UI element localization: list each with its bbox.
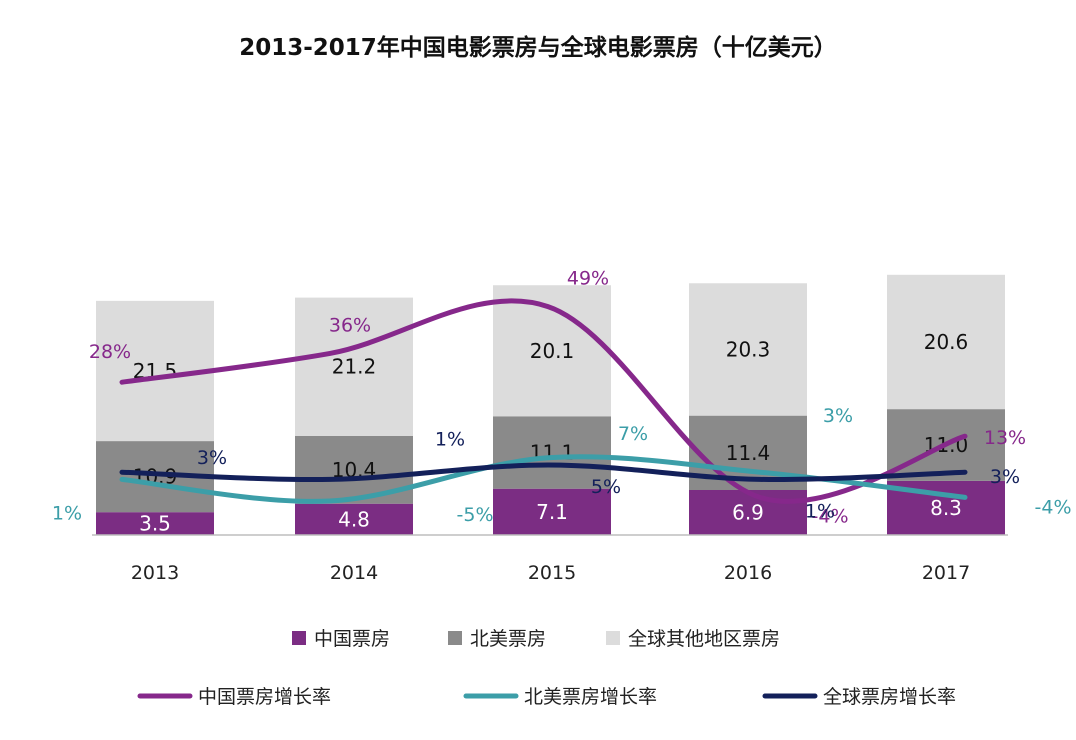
bar-china-2013	[96, 512, 214, 535]
x-tick-labels: 2013 2014 2015 2016 2017	[131, 562, 970, 584]
bar-china-2014	[295, 503, 413, 535]
bar-value-label: 20.3	[726, 337, 771, 361]
rate-label: 7%	[618, 423, 648, 445]
rate-label: 1%	[805, 500, 835, 522]
bar-value-label: 7.1	[536, 500, 568, 524]
rate-label: 3%	[823, 405, 853, 427]
rate-label: 28%	[89, 341, 131, 363]
rate-label: 3%	[990, 466, 1020, 488]
bar-value-label: 3.5	[139, 512, 171, 536]
legend-swatch	[292, 631, 306, 645]
rate-label: -5%	[457, 504, 494, 526]
legend-label: 北美票房	[470, 628, 546, 650]
chart-title: 2013-2017年中国电影票房与全球电影票房（十亿美元）	[239, 34, 837, 61]
rate-label: 3%	[197, 447, 227, 469]
legend-label: 中国票房增长率	[198, 686, 331, 708]
bar-china-2015	[493, 488, 611, 535]
legend-swatch	[606, 631, 620, 645]
rate-label: 5%	[591, 476, 621, 498]
legend-label: 北美票房增长率	[524, 686, 657, 708]
rate-label: -4%	[1035, 496, 1072, 518]
bars-layer: 3.510.921.54.810.421.27.111.120.16.911.4…	[96, 274, 1005, 536]
legend-label: 全球其他地区票房	[628, 628, 780, 650]
bar-north-america-2015	[493, 416, 611, 489]
bar-value-label: 20.1	[530, 339, 575, 363]
rate-label: 13%	[984, 427, 1026, 449]
china-growth-line	[119, 298, 968, 504]
legend-label: 中国票房	[314, 628, 390, 650]
x-tick-label: 2014	[330, 562, 378, 584]
rate-label: 1%	[52, 502, 82, 524]
bar-value-label: 6.9	[732, 501, 764, 525]
rate-label: 49%	[567, 268, 609, 290]
bar-value-label: 4.8	[338, 507, 370, 531]
x-tick-label: 2013	[131, 562, 179, 584]
bar-value-label: 20.6	[924, 330, 969, 354]
rate-lines-layer: 28% 36% 49% -4% 13% 1% -5% 7% 3% -4% 3% 1% 5% 1% 3%	[52, 268, 1072, 528]
rate-label: 1%	[435, 428, 465, 450]
rate-label: 36%	[329, 314, 371, 336]
bar-rest-of-world-2016	[689, 283, 807, 416]
x-tick-label: 2016	[724, 562, 772, 584]
global-growth-line	[119, 462, 968, 483]
bar-china-2016	[689, 490, 807, 535]
x-tick-label: 2017	[922, 562, 970, 584]
bar-value-label: 21.2	[332, 355, 377, 379]
x-tick-label: 2015	[528, 562, 576, 584]
bar-value-label: 8.3	[930, 496, 962, 520]
rate-label: -4%	[812, 505, 849, 527]
legend-label: 全球票房增长率	[823, 686, 956, 708]
bar-value-label: 11.4	[726, 441, 771, 465]
legend-swatch	[448, 631, 462, 645]
bar-rest-of-world-2017	[887, 274, 1005, 410]
bar-rest-of-world-2014	[295, 297, 413, 436]
